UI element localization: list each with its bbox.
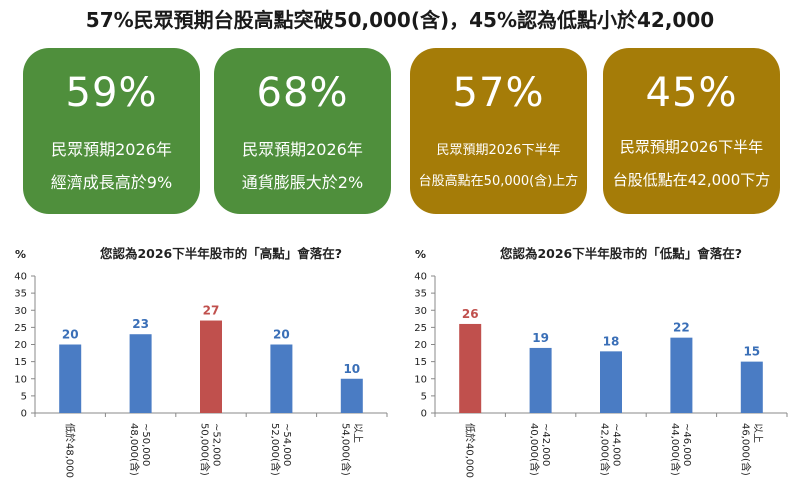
category-label-line: 46,000(含) [739,423,752,476]
category-label: 44,000(含) ~46,000 [669,423,692,476]
y-tick-label: 15 [414,357,427,368]
category-label-line: 54,000(含) [339,423,352,476]
stat-value: 68% [256,70,349,116]
stat-line-1: 民眾預期2026年 [242,140,363,159]
chart-panel-low: 您認為2026下半年股市的「低點」會落在?% 0 5 10 15 20 25 30 35 40 26… [405,240,795,485]
bar [529,347,552,413]
bar [740,361,763,413]
stat-line-2: 台股低點在42,000下方 [612,171,771,189]
bar [340,378,363,413]
chart-panel-high: 您認為2026下半年股市的「高點」會落在?% 0 5 10 15 20 25 30 35 40 20… [5,240,395,485]
stat-card-economic-growth: 59% 民眾預期2026年 經濟成長高於9% [23,48,200,214]
category-label-line: 以上 [751,423,763,443]
bar [200,320,222,413]
data-label: 20 [62,328,79,342]
category-label-line: 以上 [351,423,363,443]
category-label-line: ~42,000 [540,423,551,466]
stat-line-1: 民眾預期2026下半年 [619,138,764,156]
y-tick-label: 0 [421,409,427,420]
y-tick-label: 30 [414,306,427,317]
chart-title: 您認為2026下半年股市的「低點」會落在? [500,246,742,261]
category-label-line: ~44,000 [611,423,622,466]
category-label: 低於40,000 [464,423,477,478]
bar [129,334,152,413]
category-label-line: 40,000(含) [528,423,541,476]
category-label: 46,000(含) 以上 [739,423,763,476]
data-label: 15 [743,345,760,359]
category-label: 48,000(含) ~50,000 [128,423,151,476]
category-label: 54,000(含) 以上 [339,423,363,476]
chart-title: 您認為2026下半年股市的「高點」會落在? [100,246,342,261]
category-label-line: ~52,000 [211,423,222,466]
bar [59,344,82,413]
stat-line-1: 民眾預期2026下半年 [436,143,561,158]
stat-value: 57% [452,70,545,116]
y-tick-label: 35 [14,289,27,300]
y-unit-label: % [15,248,26,261]
y-tick-label: 20 [14,340,27,351]
category-label-line: 48,000(含) [128,423,141,476]
data-label: 26 [462,307,479,321]
bar [600,351,622,413]
stat-value: 59% [65,70,158,116]
category-label-line: 低於48,000 [64,423,77,478]
category-label-line: 52,000(含) [269,423,282,476]
y-tick-label: 15 [14,357,27,368]
category-label: 50,000(含) ~52,000 [199,423,222,476]
stat-line-2: 通貨膨脹大於2% [241,173,364,192]
stat-card-market-high: 57% 民眾預期2026下半年 台股高點在50,000(含)上方 [410,48,587,214]
y-tick-label: 20 [414,340,427,351]
data-label: 20 [273,328,290,342]
category-label-line: 50,000(含) [199,423,212,476]
stat-line-2: 台股高點在50,000(含)上方 [418,174,579,189]
data-label: 22 [673,321,690,335]
category-label: 52,000(含) ~54,000 [269,423,292,476]
y-tick-label: 35 [414,289,427,300]
category-label-line: 44,000(含) [669,423,682,476]
category-label: 40,000(含) ~42,000 [528,423,551,476]
stat-line-2: 經濟成長高於9% [50,173,173,192]
data-label: 19 [532,331,549,345]
y-tick-label: 25 [14,323,27,334]
page-title: 57%民眾預期台股高點突破50,000(含)，45%認為低點小於42,000 [85,8,715,32]
y-tick-label: 0 [21,409,27,420]
data-label: 18 [603,334,620,348]
y-tick-label: 5 [21,391,27,402]
stat-card-inflation: 68% 民眾預期2026年 通貨膨脹大於2% [214,48,391,214]
stat-card-market-low: 45% 民眾預期2026下半年 台股低點在42,000下方 [603,48,780,214]
bar-chart-high: 您認為2026下半年股市的「高點」會落在?% 0 5 10 15 20 25 30 35 40 20… [14,246,388,478]
category-label-line: ~50,000 [140,423,151,466]
bar-chart-low: 您認為2026下半年股市的「低點」會落在?% 0 5 10 15 20 25 30 35 40 26… [414,246,788,478]
category-label: 42,000(含) ~44,000 [599,423,622,476]
y-tick-label: 30 [14,306,27,317]
y-unit-label: % [415,248,426,261]
data-label: 27 [203,304,220,318]
category-label-line: 42,000(含) [599,423,612,476]
bar [270,344,293,413]
category-label-line: ~46,000 [681,423,692,466]
y-tick-label: 5 [421,391,427,402]
y-tick-label: 25 [414,323,427,334]
category-label-line: ~54,000 [281,423,292,466]
y-tick-label: 40 [14,272,27,283]
category-label: 低於48,000 [64,423,77,478]
y-tick-label: 10 [14,374,27,385]
bar [459,323,482,413]
bar [670,337,693,413]
stat-line-1: 民眾預期2026年 [51,140,172,159]
category-label-line: 低於40,000 [464,423,477,478]
data-label: 23 [132,317,149,331]
data-label: 10 [343,362,360,376]
y-tick-label: 10 [414,374,427,385]
stat-value: 45% [645,70,738,116]
y-tick-label: 40 [414,272,427,283]
